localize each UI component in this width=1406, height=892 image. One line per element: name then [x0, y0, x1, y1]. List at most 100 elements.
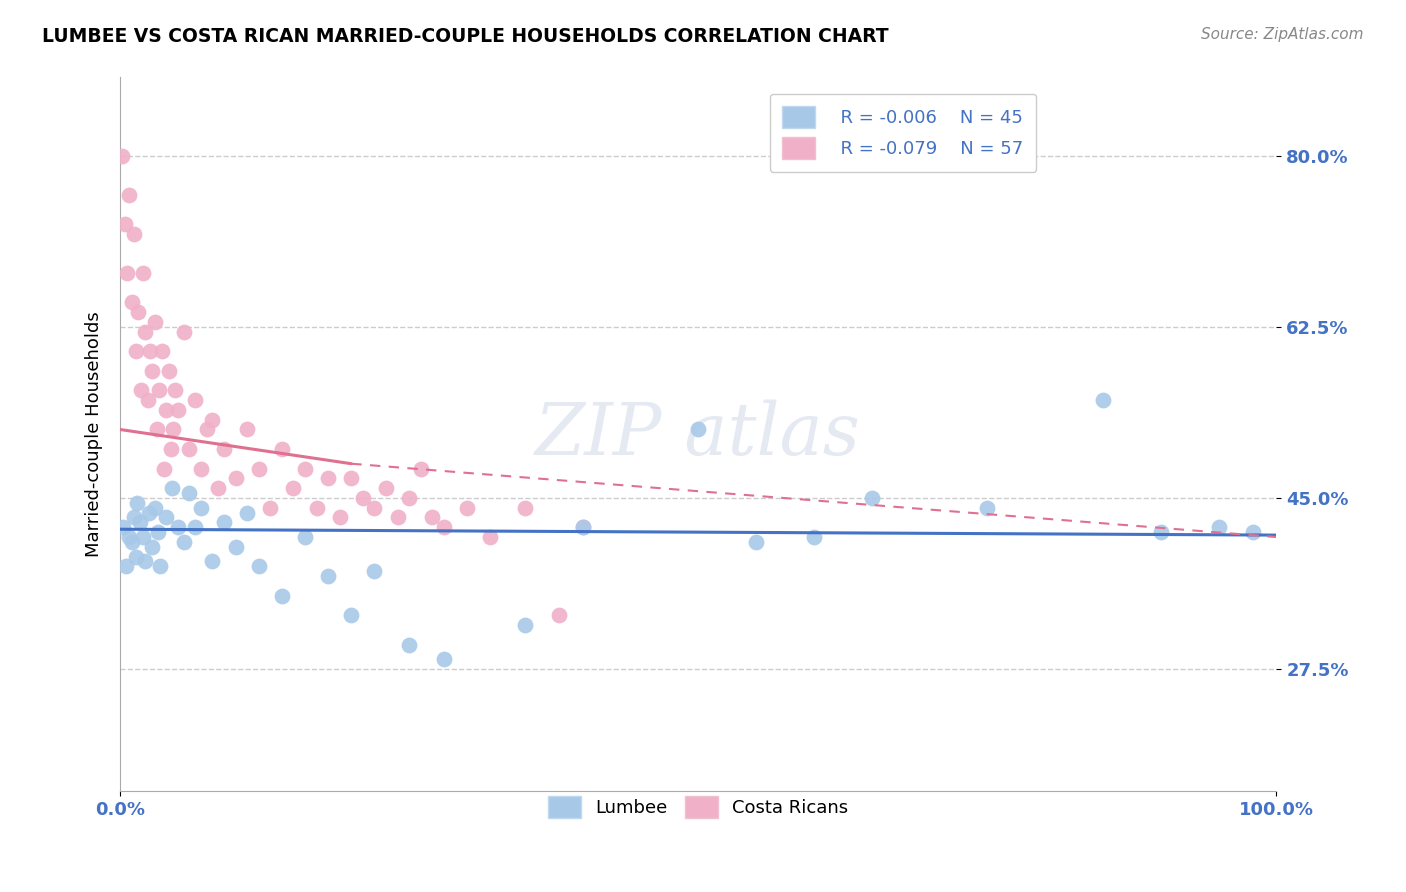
Legend: Lumbee, Costa Ricans: Lumbee, Costa Ricans	[541, 789, 856, 825]
Point	[184, 520, 207, 534]
Point	[136, 393, 159, 408]
Point	[294, 461, 316, 475]
Point	[398, 638, 420, 652]
Point	[195, 422, 218, 436]
Point	[259, 500, 281, 515]
Point	[294, 530, 316, 544]
Point	[166, 520, 188, 534]
Point	[479, 530, 502, 544]
Point	[283, 481, 305, 495]
Point	[111, 149, 134, 163]
Point	[179, 486, 201, 500]
Point	[143, 500, 166, 515]
Point	[128, 516, 150, 530]
Point	[125, 344, 148, 359]
Point	[141, 364, 163, 378]
Point	[387, 510, 409, 524]
Point	[201, 413, 224, 427]
Point	[160, 442, 183, 456]
Point	[150, 344, 173, 359]
Point	[433, 520, 456, 534]
Point	[121, 295, 143, 310]
Point	[132, 530, 155, 544]
Point	[316, 471, 339, 485]
Point	[122, 510, 145, 524]
Point	[571, 520, 593, 534]
Point	[456, 500, 478, 515]
Point	[146, 422, 169, 436]
Point	[398, 491, 420, 505]
Point	[138, 506, 160, 520]
Point	[571, 520, 593, 534]
Point	[184, 393, 207, 408]
Point	[247, 461, 270, 475]
Point	[212, 442, 235, 456]
Point	[340, 608, 363, 623]
Point	[803, 530, 825, 544]
Point	[179, 442, 201, 456]
Point	[134, 325, 156, 339]
Point	[155, 403, 177, 417]
Point	[155, 510, 177, 524]
Text: LUMBEE VS COSTA RICAN MARRIED-COUPLE HOUSEHOLDS CORRELATION CHART: LUMBEE VS COSTA RICAN MARRIED-COUPLE HOU…	[42, 27, 889, 45]
Point	[118, 530, 141, 544]
Point	[1091, 393, 1114, 408]
Point	[236, 422, 259, 436]
Point	[513, 618, 536, 632]
Point	[134, 554, 156, 568]
Point	[548, 608, 571, 623]
Point	[305, 500, 328, 515]
Point	[270, 442, 292, 456]
Point	[115, 266, 138, 280]
Point	[352, 491, 374, 505]
Point	[129, 384, 152, 398]
Point	[143, 315, 166, 329]
Point	[688, 422, 710, 436]
Point	[162, 422, 184, 436]
Point	[118, 187, 141, 202]
Point	[745, 535, 768, 549]
Point	[247, 559, 270, 574]
Point	[127, 496, 149, 510]
Point	[149, 559, 172, 574]
Point	[1208, 520, 1230, 534]
Point	[329, 510, 352, 524]
Point	[513, 500, 536, 515]
Point	[420, 510, 443, 524]
Point	[212, 516, 235, 530]
Point	[114, 217, 136, 231]
Y-axis label: Married-couple Households: Married-couple Households	[86, 311, 103, 558]
Point	[270, 589, 292, 603]
Point	[409, 461, 432, 475]
Point	[125, 549, 148, 564]
Point	[122, 227, 145, 241]
Point	[236, 506, 259, 520]
Point	[157, 364, 180, 378]
Point	[363, 500, 385, 515]
Point	[207, 481, 229, 495]
Point	[141, 540, 163, 554]
Point	[316, 569, 339, 583]
Point	[225, 540, 247, 554]
Point	[225, 471, 247, 485]
Point	[121, 535, 143, 549]
Point	[375, 481, 398, 495]
Point	[127, 305, 149, 319]
Point	[173, 535, 195, 549]
Text: ZIP atlas: ZIP atlas	[536, 399, 860, 469]
Point	[139, 344, 162, 359]
Point	[132, 266, 155, 280]
Point	[201, 554, 224, 568]
Point	[173, 325, 195, 339]
Point	[148, 384, 170, 398]
Point	[433, 652, 456, 666]
Point	[190, 500, 212, 515]
Point	[165, 384, 187, 398]
Point	[190, 461, 212, 475]
Point	[363, 564, 385, 578]
Point	[153, 461, 176, 475]
Point	[1241, 525, 1264, 540]
Point	[160, 481, 183, 495]
Point	[340, 471, 363, 485]
Point	[112, 520, 135, 534]
